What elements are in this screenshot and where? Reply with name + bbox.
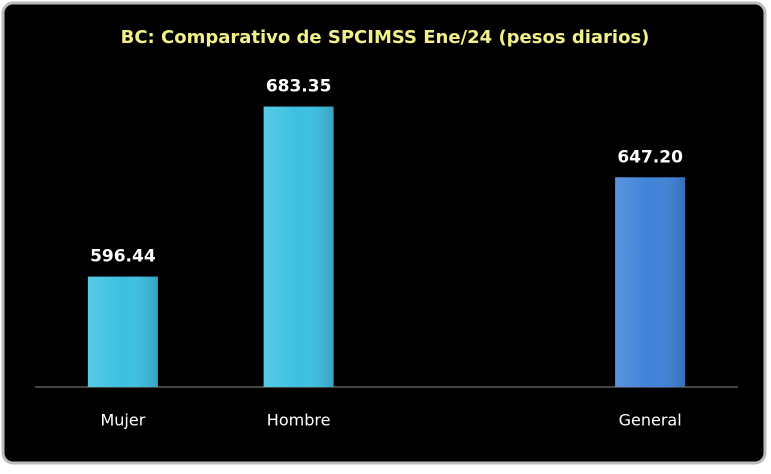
bar-shine <box>615 177 686 387</box>
bar-shine <box>263 106 334 387</box>
x-tick-label: Hombre <box>267 411 331 430</box>
chart-title: BC: Comparativo de SPCIMSS Ene/24 (pesos… <box>121 27 650 48</box>
x-tick-label: Mujer <box>100 411 145 430</box>
value-label: 647.20 <box>617 147 683 167</box>
value-label: 683.35 <box>266 77 332 97</box>
chart-background <box>1 1 767 465</box>
x-tick-label: General <box>619 411 682 430</box>
value-label: 596.44 <box>90 247 156 267</box>
bar-shine <box>87 276 158 387</box>
